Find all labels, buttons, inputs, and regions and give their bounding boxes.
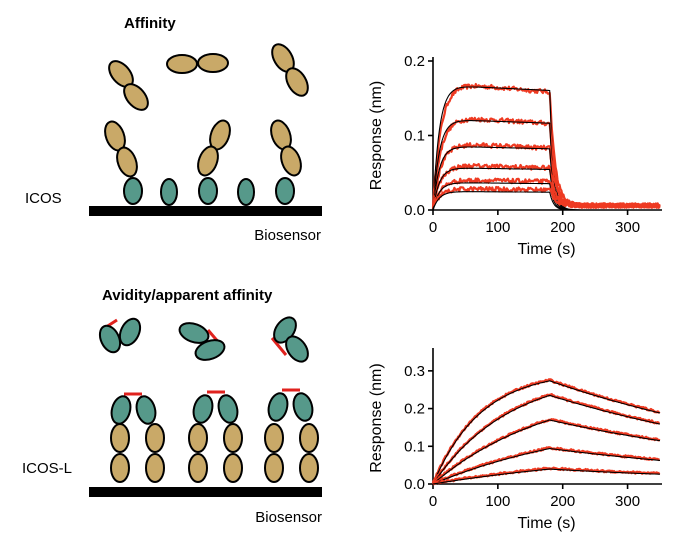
x-tick-label: 100 — [485, 493, 510, 510]
avidity-schematic: Avidity/apparent affinity — [22, 287, 322, 526]
y-axis-label: Response (nm) — [368, 363, 385, 472]
surface-label-bottom: ICOS-L — [22, 460, 72, 477]
series-group — [431, 378, 661, 486]
biosensor-label-bottom: Biosensor — [255, 509, 322, 526]
free-analyte-1 — [108, 60, 149, 111]
free-analyte-2 — [166, 53, 229, 74]
series-0-fit — [432, 380, 661, 485]
y-tick-label: 0.2 — [404, 53, 425, 70]
bound-ligand-1 — [110, 392, 157, 425]
bound-ligand-3 — [267, 388, 314, 422]
surface-ligands — [123, 177, 295, 206]
x-tick-label: 200 — [550, 493, 575, 510]
x-tick-label: 100 — [485, 219, 510, 236]
x-tick-label: 0 — [429, 493, 437, 510]
bound-analyte-1 — [104, 120, 138, 178]
y-tick-label: 0.1 — [404, 128, 425, 145]
surface-receptors — [110, 423, 319, 483]
y-axis-label: Response (nm) — [368, 81, 385, 190]
x-axis-label: Time (s) — [517, 515, 575, 532]
series-4-fit — [432, 468, 660, 485]
avidity-title: Avidity/apparent affinity — [102, 287, 273, 304]
series-2-fit — [432, 419, 661, 485]
bound-ligand-2 — [192, 390, 239, 424]
affinity-title: Affinity — [124, 15, 176, 32]
free-ligand-1 — [98, 317, 142, 354]
series-2-data — [431, 142, 661, 210]
series-3-fit — [432, 447, 661, 485]
biosensor-label: Biosensor — [254, 227, 321, 244]
y-tick-label: 0.1 — [404, 438, 425, 455]
series-1-data — [431, 116, 661, 209]
bound-analyte-2 — [197, 119, 231, 177]
y-tick-label: 0.0 — [404, 202, 425, 219]
affinity-schematic: Affinity — [25, 15, 322, 244]
x-tick-label: 0 — [429, 219, 437, 236]
affinity-sensorgram: 0.0 0.1 0.2 0 100 200 300 Time (s) Response (nm) — [368, 53, 662, 258]
free-ligand-3 — [270, 316, 309, 363]
series-5-fit — [432, 191, 660, 211]
series-3-data — [431, 163, 661, 209]
x-tick-label: 200 — [550, 219, 575, 236]
bound-analyte-3 — [270, 119, 302, 177]
biosensor-bar-bottom — [89, 487, 322, 497]
axes: 0.0 0.1 0.2 0 100 200 300 Time (s) Response (nm) — [368, 53, 662, 258]
x-tick-label: 300 — [615, 219, 640, 236]
series-2-fit — [432, 146, 660, 211]
free-ligand-2 — [178, 322, 226, 361]
biosensor-bar — [89, 206, 322, 216]
free-analyte-3 — [271, 43, 309, 97]
series-5-data — [432, 185, 661, 209]
series-1-fit — [432, 394, 661, 485]
y-tick-label: 0.2 — [404, 401, 425, 418]
y-tick-label: 0.0 — [404, 476, 425, 493]
series-group — [431, 82, 661, 211]
y-tick-label: 0.3 — [404, 363, 425, 380]
axes: 0.0 0.1 0.2 0.3 0 100 200 300 Time (s) Response (… — [368, 348, 662, 532]
surface-label: ICOS — [25, 190, 62, 207]
x-axis-label: Time (s) — [517, 241, 575, 258]
avidity-sensorgram: 0.0 0.1 0.2 0.3 0 100 200 300 Time (s) Response (… — [368, 348, 662, 532]
x-tick-label: 300 — [615, 493, 640, 510]
